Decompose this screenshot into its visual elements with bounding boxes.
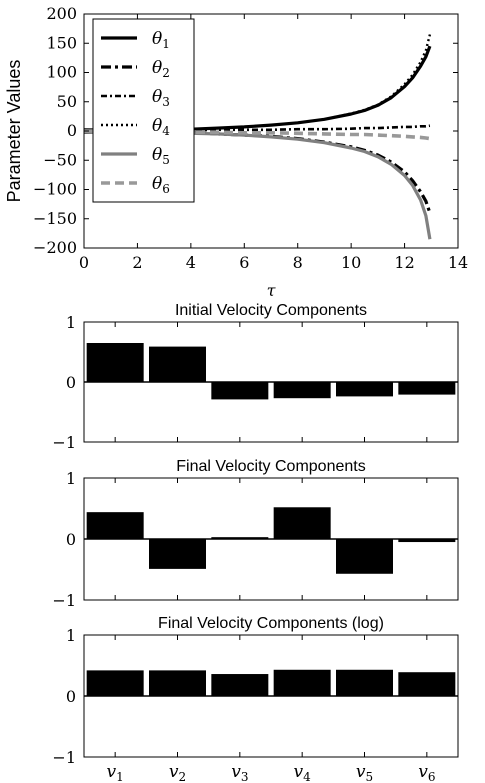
bar-v2 [149, 539, 206, 569]
x-tick-label-v5: v5 [356, 762, 373, 783]
legend-label-theta-1: θ1 [152, 29, 170, 51]
x-tick-label: 2 [132, 253, 142, 272]
y-tick-label: −150 [33, 209, 77, 228]
y-tick-label: 150 [46, 33, 77, 52]
y-tick-label: −1 [52, 748, 76, 767]
line-legend: θ1 θ2 θ3 θ4 θ5 θ6 [92, 18, 195, 203]
x-tick-label: 4 [186, 253, 196, 272]
y-tick-label: 200 [46, 4, 77, 23]
x-tick-label-v4: v4 [294, 762, 312, 783]
y-tick-label: 0 [66, 373, 76, 392]
line-y-axis-label: Parameter Values [4, 60, 24, 203]
bar-v4 [273, 507, 331, 539]
initial-velocity-bar-chart: Initial Velocity Components −1 0 1 [52, 302, 459, 452]
x-tick-label: 14 [448, 253, 468, 272]
y-tick-label: 0 [66, 687, 76, 706]
line-y-ticks: −200 −150 −100 −50 0 50 100 150 200 [33, 4, 458, 257]
y-tick-label: 100 [46, 63, 77, 82]
bar-v1 [86, 512, 144, 539]
bar-v5 [336, 539, 393, 574]
line-series-theta-6 [84, 129, 431, 141]
x-tick-label-v6: v6 [418, 762, 435, 783]
y-tick-label: 0 [67, 121, 77, 140]
x-tick-label-v2: v2 [169, 762, 186, 783]
bar-v3 [211, 537, 269, 539]
legend-label-theta-6: θ6 [152, 174, 170, 196]
y-tick-label: 1 [66, 626, 76, 645]
bar-v6 [398, 539, 456, 543]
x-tick-label-v3: v3 [231, 762, 248, 783]
x-tick-label: 10 [341, 253, 361, 272]
line-x-ticks: 0 2 4 6 8 10 12 14 [79, 14, 468, 272]
bar-chart-title-final: Final Velocity Components [176, 458, 365, 475]
bar-v4 [273, 669, 331, 696]
y-tick-label: −50 [43, 150, 77, 169]
bar-v4 [273, 382, 331, 399]
x-tick-label: 8 [293, 253, 303, 272]
y-tick-label: 1 [66, 313, 76, 332]
final-velocity-bar-chart: Final Velocity Components −1 0 1 [52, 458, 459, 610]
legend-label-theta-4: θ4 [152, 116, 170, 138]
parameter-line-chart: 0 2 4 6 8 10 12 14 −200−150−100−50050100150200 … [4, 4, 468, 300]
line-x-axis-label: τ [267, 281, 277, 300]
y-tick-label: 0 [66, 530, 76, 549]
bar-chart-title-initial: Initial Velocity Components [175, 302, 367, 319]
y-tick-label: −100 [33, 180, 77, 199]
y-tick-label: 1 [66, 469, 76, 488]
y-tick-label: −200 [33, 238, 77, 257]
bar-v5 [336, 382, 393, 397]
bar-v2 [149, 670, 206, 696]
x-tick-label: 12 [394, 253, 414, 272]
x-tick-label-v1: v1 [107, 762, 124, 783]
bar-v2 [149, 346, 206, 382]
x-tick-label: 0 [79, 253, 89, 272]
legend-label-theta-5: θ5 [152, 145, 170, 167]
legend-box [92, 18, 195, 203]
bar-v3 [211, 382, 269, 400]
legend-label-theta-2: θ2 [152, 58, 170, 80]
x-tick-label: 6 [239, 253, 249, 272]
bar-v1 [86, 343, 144, 382]
y-tick-label: −1 [52, 591, 76, 610]
bar-chart-title-final-log: Final Velocity Components (log) [158, 615, 384, 632]
legend-label-theta-3: θ3 [152, 87, 170, 109]
y-tick-label: −1 [52, 433, 76, 452]
bar-v6 [398, 382, 456, 395]
bar-v3 [211, 674, 269, 696]
final-velocity-log-bar-chart: Final Velocity Components (log) −1 0 1 v1 v2… [52, 615, 459, 783]
y-tick-label: 50 [57, 92, 77, 111]
bar-v5 [336, 669, 393, 696]
bar-v6 [398, 672, 456, 696]
bar-v1 [86, 670, 144, 696]
